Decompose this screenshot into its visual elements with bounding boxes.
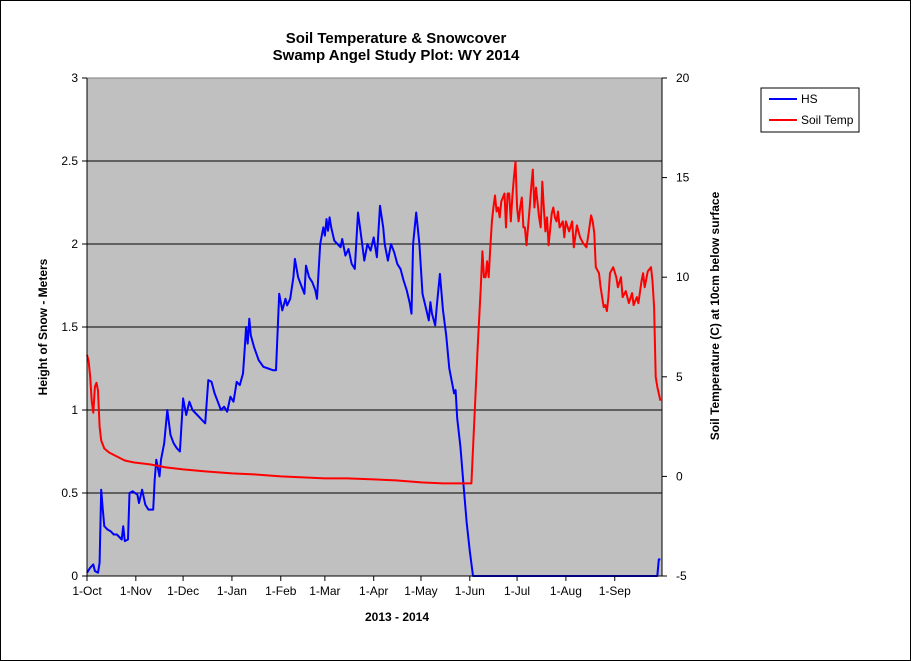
x-tick-label: 1-Nov — [120, 584, 152, 598]
axes: 0 0.5 1 1.5 2 2.5 3 -5 0 5 10 15 20 1-Oct 1-Nov 1-Dec 1-… — [61, 71, 689, 598]
right-tick-label: -5 — [676, 569, 687, 583]
left-tick-label: 3 — [71, 71, 78, 85]
series-line-soil-temp — [86, 160, 662, 485]
left-tick-label: 0.5 — [61, 486, 78, 500]
x-tick-label: 1-Jan — [217, 584, 247, 598]
x-axis-title: 2013 - 2014 — [365, 610, 429, 624]
x-tick-label: 1-Jun — [455, 584, 485, 598]
x-tick-label: 1-Aug — [550, 584, 582, 598]
legend-soil-temp-label: Soil Temp — [801, 113, 854, 127]
legend-box — [760, 87, 860, 133]
legend-hs-label: HS — [801, 92, 818, 106]
x-tick-label: 1-May — [404, 584, 437, 598]
right-tick-label: 5 — [676, 370, 683, 384]
left-tick-label: 0 — [71, 569, 78, 583]
chart-subtitle: Swamp Angel Study Plot: WY 2014 — [273, 47, 520, 64]
left-tick-label: 1.5 — [61, 320, 78, 334]
right-tick-label: 0 — [676, 469, 683, 483]
chart-title: Soil Temperature & Snowcover — [286, 30, 507, 47]
x-tick-label: 1-Feb — [265, 584, 297, 598]
series-line-hs — [86, 204, 661, 577]
x-tick-label: 1-Mar — [309, 584, 340, 598]
left-tick-label: 1 — [71, 403, 78, 417]
left-tick-label: 2.5 — [61, 154, 78, 168]
legend: HS Soil Temp — [760, 87, 860, 133]
left-axis-title: Height of Snow - Meters — [36, 258, 50, 395]
x-tick-label: 1-Dec — [167, 584, 199, 598]
x-tick-label: 1-Apr — [359, 584, 388, 598]
right-axis-title: Soil Temperature (C) at 10cm below surfa… — [708, 191, 722, 440]
right-tick-label: 20 — [676, 71, 690, 85]
right-tick-label: 15 — [676, 171, 690, 185]
series-layer — [86, 160, 662, 577]
x-tick-label: 1-Oct — [72, 584, 102, 598]
x-tick-label: 1-Sep — [599, 584, 631, 598]
right-tick-label: 10 — [676, 270, 690, 284]
x-tick-label: 1-Jul — [504, 584, 530, 598]
left-tick-label: 2 — [71, 237, 78, 251]
